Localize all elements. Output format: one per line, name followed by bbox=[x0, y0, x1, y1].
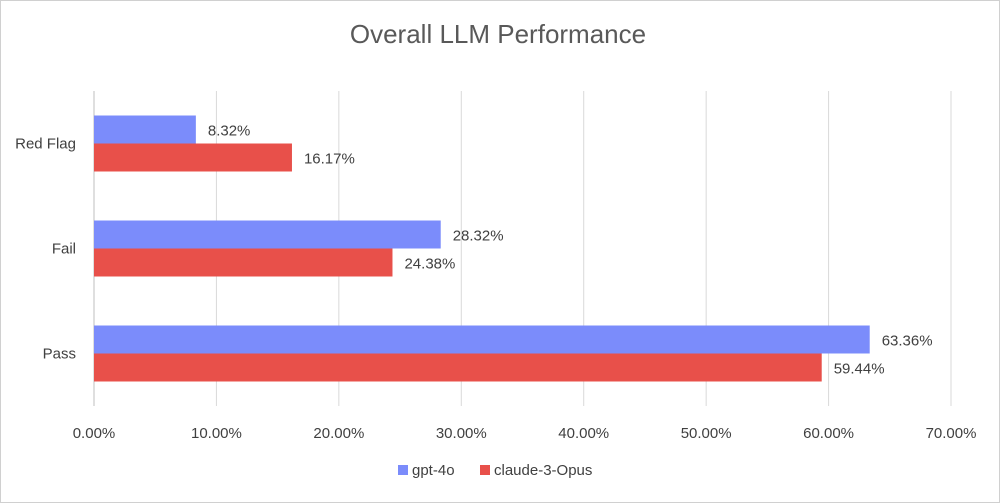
x-tick-label: 40.00% bbox=[558, 425, 609, 442]
bar-claude-3-Opus bbox=[94, 143, 292, 172]
data-label: 16.17% bbox=[304, 151, 355, 168]
bar-claude-3-Opus bbox=[94, 353, 822, 382]
data-label: 28.32% bbox=[453, 228, 504, 245]
data-label: 24.38% bbox=[404, 256, 455, 273]
x-tick-label: 60.00% bbox=[803, 425, 854, 442]
bar-gpt-4o bbox=[94, 115, 196, 144]
legend-swatch bbox=[398, 465, 408, 475]
legend: gpt-4o claude-3-Opus bbox=[398, 462, 592, 479]
category-label: Pass bbox=[43, 346, 76, 363]
x-tick-label: 10.00% bbox=[191, 425, 242, 442]
x-tick-label: 0.00% bbox=[73, 425, 116, 442]
x-tick-label: 50.00% bbox=[681, 425, 732, 442]
category-label: Fail bbox=[52, 241, 76, 258]
data-labels: 8.32% 16.17% 28.32% 24.38% 63.36% 59.44% bbox=[208, 123, 933, 378]
legend-label: claude-3-Opus bbox=[494, 462, 592, 479]
bar-claude-3-Opus bbox=[94, 248, 393, 277]
legend-swatch bbox=[480, 465, 490, 475]
x-axis-tick-labels: 0.00% 10.00% 20.00% 30.00% 40.00% 50.00% 60.00… bbox=[73, 425, 977, 442]
legend-label: gpt-4o bbox=[412, 462, 455, 479]
bar-gpt-4o bbox=[94, 220, 441, 249]
x-tick-label: 70.00% bbox=[926, 425, 977, 442]
data-label: 63.36% bbox=[882, 333, 933, 350]
data-label: 59.44% bbox=[834, 361, 885, 378]
chart-title: Overall LLM Performance bbox=[350, 19, 646, 49]
x-tick-label: 30.00% bbox=[436, 425, 487, 442]
bars bbox=[94, 115, 870, 382]
category-label: Red Flag bbox=[15, 136, 76, 153]
bar-gpt-4o bbox=[94, 325, 870, 354]
data-label: 8.32% bbox=[208, 123, 251, 140]
y-axis-category-labels: Red Flag Fail Pass bbox=[15, 136, 76, 363]
x-tick-label: 20.00% bbox=[313, 425, 364, 442]
